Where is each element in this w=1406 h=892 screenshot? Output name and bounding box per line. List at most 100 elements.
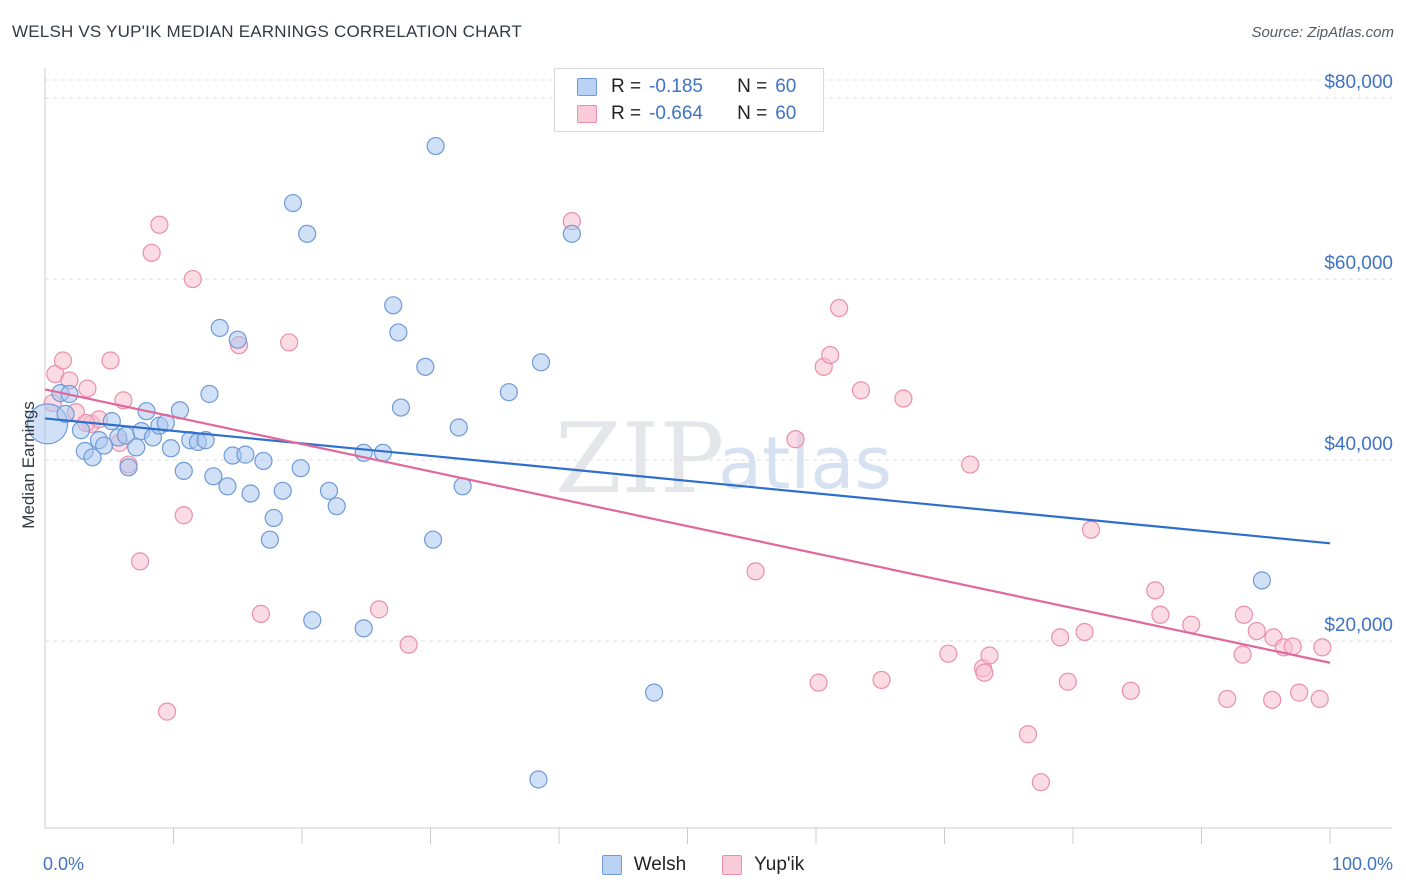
yupik-point [142, 243, 161, 262]
y-tick-label: $40,000 [1324, 434, 1393, 455]
welsh-point [283, 193, 303, 213]
yupik-point [1247, 621, 1266, 641]
welsh-point [95, 436, 114, 455]
yupik-point [157, 702, 177, 721]
welsh-point [204, 467, 223, 486]
welsh-point [161, 439, 181, 458]
yupik-point [1182, 615, 1201, 634]
welsh-point [319, 481, 339, 500]
trend-lines [44, 388, 1331, 664]
yupik-point [980, 646, 999, 665]
welsh-point [303, 611, 322, 630]
legend-row-welsh: R = -0.185 N = 60 [577, 74, 796, 100]
yupik-point [78, 379, 97, 398]
yupik-point [101, 351, 120, 370]
welsh-point [236, 445, 255, 464]
yupik-point [183, 269, 202, 289]
welsh-point [260, 530, 279, 549]
yupik-point [1121, 681, 1140, 700]
watermark-zip: ZIP [555, 403, 724, 515]
legend-row-yupik: R = -0.664 N = 60 [577, 101, 796, 127]
welsh-legend-label: Welsh [633, 854, 687, 875]
welsh-point [83, 448, 102, 467]
yupik-point [1233, 645, 1252, 664]
axis-labels: $20,000 $40,000 $60,000 $80,000 0.0% 100.0% Me… [19, 72, 1393, 874]
y-tick-label: $60,000 [1324, 253, 1393, 274]
welsh-point [210, 318, 229, 338]
yupik-legend-label: Yup'ik [754, 854, 805, 875]
welsh-point [102, 412, 121, 431]
yupik-point [280, 333, 299, 352]
welsh-point [56, 404, 75, 423]
welsh-point [200, 384, 219, 404]
welsh-point [327, 497, 346, 516]
watermark-atlas: atlas [718, 421, 892, 505]
welsh-point [273, 481, 292, 500]
yupik-point [1146, 581, 1165, 600]
yupik-point [809, 673, 828, 692]
yupik-point [1290, 683, 1309, 702]
yupik-point [130, 552, 150, 571]
yupik-point [961, 455, 980, 474]
yupik-point [1018, 725, 1038, 744]
yupik-point [1234, 605, 1254, 624]
legend-item-yupik[interactable]: Yup'ik [722, 854, 804, 876]
welsh-point [644, 683, 664, 702]
r-value: -0.185 [649, 76, 703, 97]
welsh-point [298, 224, 317, 243]
gridlines [45, 79, 1392, 642]
welsh-swatch [577, 78, 597, 96]
yupik-point [872, 670, 891, 690]
welsh-point [426, 136, 445, 156]
yupik-point [821, 345, 840, 365]
yupik-point [894, 389, 913, 408]
welsh-point [174, 461, 193, 481]
yupik-point [251, 604, 270, 623]
yupik-point [150, 215, 169, 234]
yupik-point [975, 663, 994, 682]
yupik-point [1031, 773, 1050, 792]
yupik-point [1310, 689, 1329, 709]
yupik-point [851, 381, 871, 400]
n-label: N = [737, 103, 768, 124]
welsh-point [119, 458, 138, 477]
series-legend: Welsh Yup'ik [0, 852, 1406, 878]
yupik-legend-swatch [722, 855, 743, 875]
n-value: 60 [775, 76, 797, 97]
welsh-point [254, 451, 273, 471]
welsh-point [531, 353, 551, 372]
yupik-point [830, 298, 849, 318]
yupik-point [1051, 628, 1070, 647]
welsh-point [196, 431, 215, 450]
x-tick-label-max: 100.0% [1332, 854, 1393, 874]
yupik-point [1075, 622, 1094, 642]
yupik-point [399, 635, 418, 654]
y-tick-label: $80,000 [1324, 72, 1393, 93]
chart-title: WELSH VS YUP'IK MEDIAN EARNINGS CORRELAT… [12, 22, 522, 41]
r-label: R = [611, 103, 642, 124]
yupik-point [1283, 637, 1302, 656]
welsh-point [127, 438, 146, 457]
r-value: -0.664 [649, 103, 703, 124]
yupik-point [939, 644, 958, 663]
welsh-point [291, 459, 310, 478]
yupik-point [174, 506, 193, 525]
welsh-point [389, 323, 408, 342]
welsh-point [423, 530, 443, 549]
welsh-point [1252, 571, 1271, 590]
y-tick-label: $20,000 [1324, 615, 1393, 636]
y-axis-label: Median Earnings [19, 401, 38, 529]
welsh-point [354, 619, 373, 638]
welsh-legend-swatch [601, 855, 622, 875]
yupik-trend-line [44, 388, 1331, 664]
yupik-point [1058, 672, 1077, 691]
yupik-point [1081, 520, 1101, 539]
stats-legend: R = -0.185 N = 60 R = -0.664 N = 60 [554, 68, 824, 132]
welsh-point [384, 296, 403, 315]
yupik-point [746, 562, 765, 581]
n-label: N = [737, 76, 768, 97]
axes [44, 68, 1392, 844]
yupik-point [786, 430, 805, 449]
legend-item-welsh[interactable]: Welsh [601, 854, 687, 876]
